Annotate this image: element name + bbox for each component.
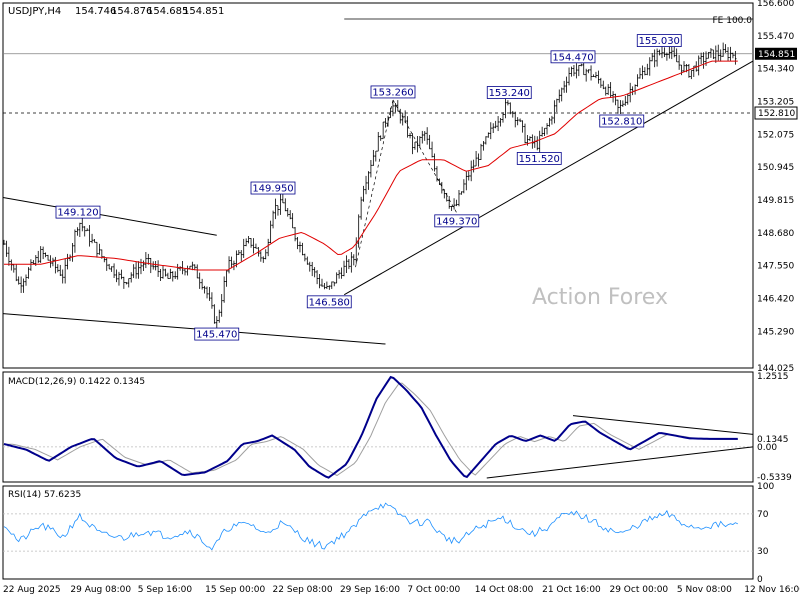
rsi-tick-label: 70 bbox=[757, 510, 769, 520]
price-tick-label: 149.815 bbox=[757, 196, 794, 206]
price-tick-label: 146.420 bbox=[757, 294, 794, 304]
rsi-axis: 100 70 30 0 bbox=[757, 482, 774, 585]
price-tick-label: 148.680 bbox=[757, 229, 794, 239]
ohlc-open: 154.746 bbox=[75, 6, 116, 17]
macd-axis: 1.2515 0.1345 0.00 -0.5339 bbox=[757, 372, 792, 483]
current-price-tag: 154.851 bbox=[755, 47, 797, 60]
macd-signal-line bbox=[4, 382, 738, 477]
pivot-label-box bbox=[516, 152, 562, 165]
pivot-label-box bbox=[250, 181, 296, 195]
macd-main-line bbox=[3, 375, 738, 479]
time-axis: 22 Aug 2025 29 Aug 08:00 5 Sep 16:00 15 … bbox=[3, 585, 800, 595]
pivot-label: 146.580 bbox=[309, 297, 350, 308]
pivot-label-box bbox=[370, 85, 416, 99]
rsi-panel-frame bbox=[2, 485, 754, 580]
pivot-label-box bbox=[306, 295, 352, 309]
fibo-leg-b bbox=[392, 99, 458, 214]
current-price-tag-bg bbox=[755, 47, 797, 60]
macd-label: MACD(12,26,9) 0.1422 0.1345 bbox=[8, 377, 145, 387]
time-tick-label: 5 Sep 16:00 bbox=[138, 585, 193, 595]
fe-label: FE 100.0 bbox=[713, 16, 753, 26]
watermark: Action Forex bbox=[532, 285, 668, 310]
price-tick-label: 147.550 bbox=[757, 262, 794, 272]
price-tick-label: 150.945 bbox=[757, 163, 794, 173]
pivot-label-box bbox=[55, 205, 101, 219]
ohlc-low: 154.685 bbox=[147, 6, 188, 17]
rsi-tick-label: 30 bbox=[757, 547, 769, 557]
level-price-value: 152.810 bbox=[758, 109, 795, 119]
pivot-label: 153.240 bbox=[489, 88, 530, 99]
pivot-label: 145.470 bbox=[196, 330, 237, 341]
time-tick-label: 21 Oct 16:00 bbox=[542, 585, 601, 595]
level-price-tag: 152.810 bbox=[754, 106, 798, 120]
macd-tick-label: 0.00 bbox=[757, 443, 777, 453]
pivot-labels: 149.120 145.470 149.950 146.580 153.260 149.3… bbox=[55, 34, 682, 341]
time-tick-label: 12 Nov 16:00 bbox=[744, 585, 800, 595]
time-tick-label: 22 Sep 08:00 bbox=[273, 585, 333, 595]
fibo-leg-a bbox=[355, 99, 394, 268]
price-tick-label: 155.470 bbox=[757, 32, 794, 42]
pivot-label-box bbox=[486, 86, 532, 99]
pivot-label: 149.120 bbox=[57, 208, 98, 219]
rsi-series-line bbox=[3, 502, 738, 551]
pivot-label-box bbox=[434, 214, 480, 228]
macd-resistance-line bbox=[572, 415, 754, 435]
macd-tick-label: -0.5339 bbox=[757, 473, 792, 483]
pivot-label: 151.520 bbox=[519, 154, 560, 165]
ma-series-line bbox=[4, 60, 738, 271]
pivot-label: 152.810 bbox=[601, 117, 642, 128]
pivot-label-box bbox=[194, 327, 240, 341]
time-tick-label: 14 Oct 08:00 bbox=[475, 585, 534, 595]
pivot-label: 154.470 bbox=[552, 52, 593, 63]
rsi-line bbox=[3, 502, 738, 551]
ohlc-high: 154.876 bbox=[111, 6, 152, 17]
pivot-label: 149.370 bbox=[436, 216, 477, 227]
time-tick-label: 7 Oct 00:00 bbox=[407, 585, 460, 595]
price-tick-label: 153.205 bbox=[757, 98, 794, 108]
price-tick-label: 145.290 bbox=[757, 327, 794, 337]
macd-lines bbox=[3, 375, 738, 479]
price-bars bbox=[2, 42, 737, 330]
price-tick-label: 156.600 bbox=[757, 0, 794, 9]
downtrend-resistance-line bbox=[2, 196, 217, 236]
time-tick-label: 29 Aug 08:00 bbox=[70, 585, 131, 595]
trendlines bbox=[2, 60, 754, 479]
macd-tick-label: 0.1345 bbox=[757, 435, 789, 445]
guide-lines bbox=[3, 18, 753, 552]
macd-panel-frame bbox=[2, 371, 754, 483]
time-tick-label: 5 Nov 08:00 bbox=[677, 585, 732, 595]
current-price-value: 154.851 bbox=[758, 50, 795, 60]
level-price-tag-bg bbox=[754, 106, 798, 120]
rsi-tick-label: 0 bbox=[757, 575, 763, 585]
macd-tick-label: 1.2515 bbox=[757, 372, 789, 382]
price-tick-label: 154.340 bbox=[757, 65, 794, 75]
uptrend-support-line bbox=[344, 60, 754, 296]
pivot-label: 153.260 bbox=[372, 87, 413, 98]
pivot-label-box bbox=[599, 114, 645, 128]
moving-average bbox=[4, 60, 738, 271]
price-axis: 156.600 155.470 154.340 153.205 152.075 … bbox=[757, 0, 794, 374]
pivot-label: 155.030 bbox=[639, 36, 680, 47]
rsi-label: RSI(14) 57.6235 bbox=[8, 490, 81, 500]
pivot-label-box bbox=[550, 50, 596, 64]
symbol-timeframe: USDJPY,H4 bbox=[8, 6, 61, 17]
time-tick-label: 22 Aug 2025 bbox=[3, 585, 61, 595]
price-tick-label: 152.075 bbox=[757, 130, 794, 140]
ohlc-close: 154.851 bbox=[183, 6, 224, 17]
time-tick-label: 29 Sep 16:00 bbox=[340, 585, 400, 595]
pivot-label: 149.950 bbox=[252, 184, 293, 195]
rsi-tick-label: 100 bbox=[757, 482, 774, 492]
macd-support-line bbox=[486, 446, 754, 479]
price-panel-frame bbox=[2, 2, 754, 369]
pivot-label-box bbox=[636, 34, 682, 47]
time-tick-label: 29 Oct 00:00 bbox=[609, 585, 668, 595]
price-tick-label: 144.025 bbox=[757, 364, 794, 374]
downtrend-support-line bbox=[2, 313, 386, 345]
time-tick-label: 15 Sep 00:00 bbox=[205, 585, 265, 595]
